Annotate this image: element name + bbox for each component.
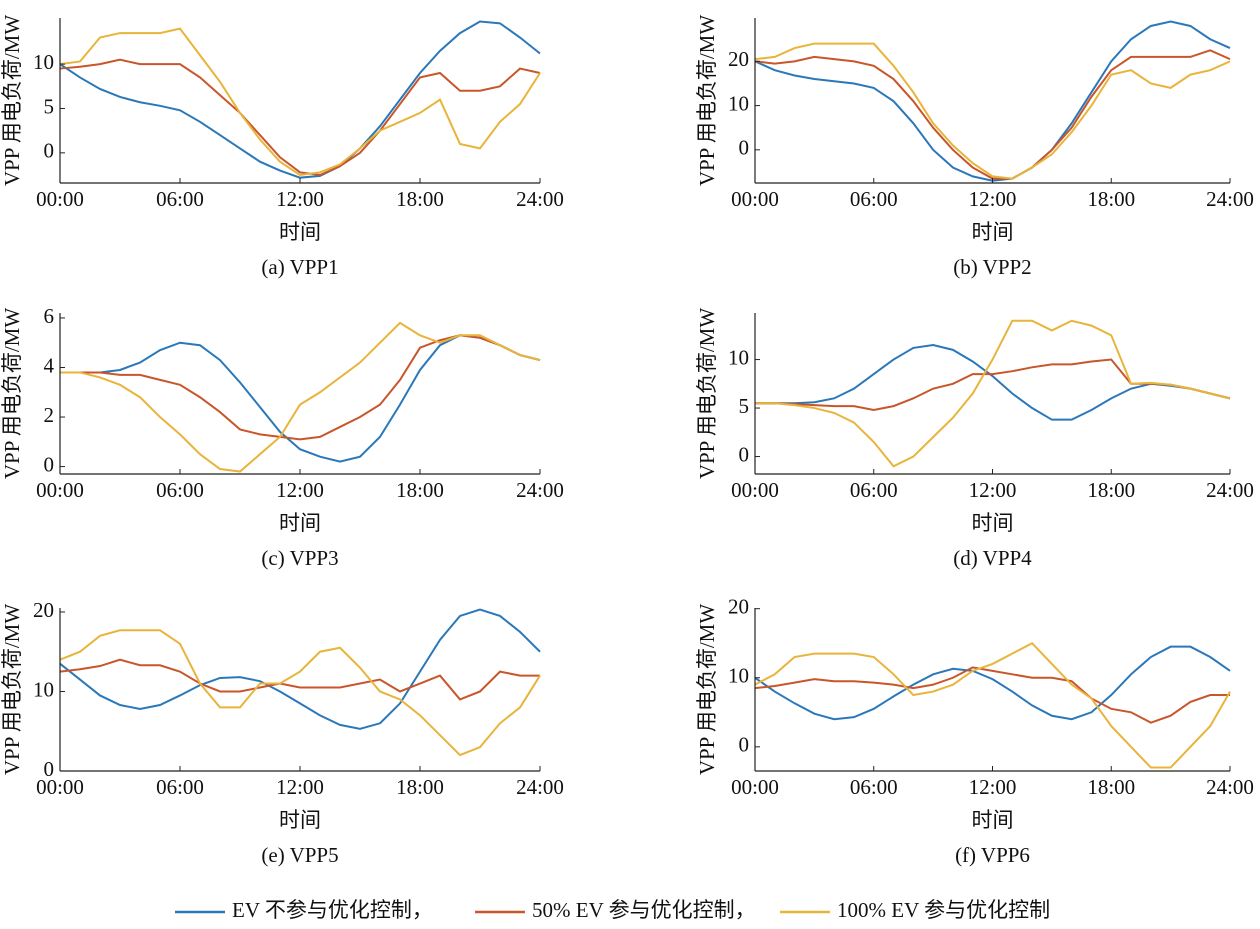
legend-label: EV 不参与优化控制，: [232, 898, 433, 922]
y-tick-label: 6: [44, 304, 55, 328]
x-tick-label: 12:00: [276, 775, 324, 799]
chart-title: (e) VPP5: [261, 843, 338, 867]
y-tick-label: 0: [739, 136, 750, 160]
series-line: [754, 641, 1231, 769]
x-tick-label: 12:00: [969, 775, 1017, 799]
series-line: [59, 629, 541, 757]
x-tick-label: 00:00: [36, 775, 84, 799]
x-tick-label: 18:00: [396, 775, 444, 799]
x-axis-label: 时间: [279, 511, 321, 535]
x-tick-label: 18:00: [1087, 478, 1135, 502]
y-tick-label: 10: [728, 664, 749, 688]
x-tick-label: 06:00: [850, 478, 898, 502]
y-axis-label: VPP 用电负荷/MW: [0, 308, 24, 480]
y-tick-label: 0: [44, 757, 55, 781]
x-axis-label: 时间: [279, 808, 321, 832]
y-axis-label: VPP 用电负荷/MW: [695, 15, 719, 187]
y-tick-label: 5: [44, 94, 55, 118]
series-line: [60, 321, 541, 473]
y-tick-label: 0: [739, 442, 750, 466]
x-tick-label: 00:00: [731, 187, 779, 211]
series-line: [754, 645, 1231, 721]
legend-label: 50% EV 参与优化控制，: [532, 898, 756, 922]
y-tick-label: 10: [33, 50, 54, 74]
series-line: [755, 358, 1231, 412]
y-tick-label: 0: [44, 452, 55, 476]
x-tick-label: 06:00: [156, 775, 204, 799]
x-tick-label: 12:00: [969, 478, 1017, 502]
chart-title: (c) VPP3: [261, 546, 338, 570]
y-tick-label: 0: [44, 139, 55, 163]
y-axis-label: VPP 用电负荷/MW: [0, 604, 24, 776]
series-line: [59, 27, 541, 177]
series-line: [754, 20, 1231, 182]
x-axis-label: 时间: [972, 511, 1014, 535]
x-tick-label: 24:00: [1206, 187, 1254, 211]
x-tick-label: 00:00: [731, 775, 779, 799]
y-tick-label: 20: [728, 47, 749, 71]
x-tick-label: 12:00: [969, 187, 1017, 211]
x-tick-label: 24:00: [516, 187, 564, 211]
x-tick-label: 24:00: [1206, 775, 1254, 799]
x-tick-label: 18:00: [396, 187, 444, 211]
x-tick-label: 24:00: [516, 775, 564, 799]
x-tick-label: 12:00: [276, 478, 324, 502]
y-axis-label: VPP 用电负荷/MW: [695, 604, 719, 776]
x-tick-label: 18:00: [1087, 187, 1135, 211]
x-axis-label: 时间: [972, 220, 1014, 244]
series-line: [755, 319, 1231, 468]
x-tick-label: 06:00: [156, 187, 204, 211]
y-axis-label: VPP 用电负荷/MW: [695, 308, 719, 480]
x-tick-label: 00:00: [36, 187, 84, 211]
x-tick-label: 06:00: [850, 187, 898, 211]
series-line: [59, 58, 541, 177]
y-tick-label: 10: [728, 91, 749, 115]
series-line: [754, 666, 1230, 724]
chart-title: (b) VPP2: [953, 255, 1031, 279]
chart-title: (f) VPP6: [955, 843, 1030, 867]
series-line: [755, 343, 1231, 421]
series-line: [754, 42, 1231, 180]
x-tick-label: 24:00: [1206, 478, 1254, 502]
x-tick-label: 00:00: [731, 478, 779, 502]
chart-title: (d) VPP4: [953, 546, 1032, 570]
x-tick-label: 12:00: [276, 187, 324, 211]
y-tick-label: 10: [33, 677, 54, 701]
y-tick-label: 10: [728, 345, 749, 369]
x-tick-label: 24:00: [516, 478, 564, 502]
chart-title: (a) VPP1: [261, 255, 338, 279]
y-tick-label: 20: [728, 595, 749, 619]
x-tick-label: 06:00: [850, 775, 898, 799]
y-tick-label: 4: [44, 353, 55, 377]
x-tick-label: 18:00: [1087, 775, 1135, 799]
series-line: [59, 20, 541, 179]
series-line: [60, 334, 541, 441]
series-line: [59, 608, 541, 730]
series-line: [60, 334, 541, 463]
x-axis-label: 时间: [972, 808, 1014, 832]
series-line: [754, 49, 1231, 180]
y-tick-label: 5: [739, 394, 750, 418]
x-tick-label: 00:00: [36, 478, 84, 502]
x-axis-label: 时间: [279, 220, 321, 244]
y-tick-label: 0: [739, 733, 750, 757]
y-tick-label: 2: [44, 403, 55, 427]
legend-label: 100% EV 参与优化控制: [837, 898, 1050, 922]
series-line: [59, 658, 540, 701]
x-tick-label: 06:00: [156, 478, 204, 502]
y-tick-label: 20: [33, 598, 54, 622]
y-axis-label: VPP 用电负荷/MW: [0, 15, 24, 187]
x-tick-label: 18:00: [396, 478, 444, 502]
